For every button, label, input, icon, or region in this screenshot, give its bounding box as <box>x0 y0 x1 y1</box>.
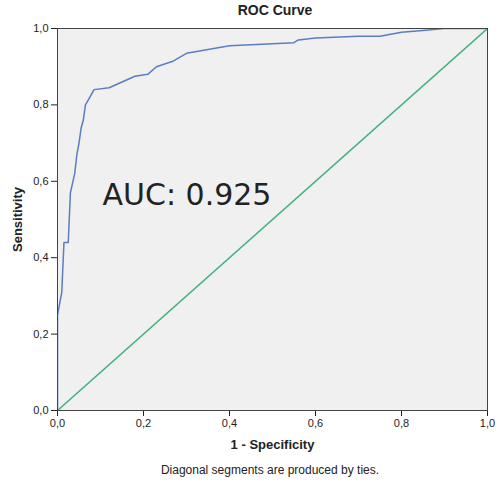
svg-text:0,2: 0,2 <box>136 417 151 429</box>
svg-text:1 - Specificity: 1 - Specificity <box>231 437 316 452</box>
svg-text:0,0: 0,0 <box>33 404 48 416</box>
svg-text:1,0: 1,0 <box>33 22 48 34</box>
svg-text:0,4: 0,4 <box>222 417 237 429</box>
svg-text:0,8: 0,8 <box>33 98 48 110</box>
svg-text:0,2: 0,2 <box>33 328 48 340</box>
svg-text:Sensitivity: Sensitivity <box>10 186 25 252</box>
svg-text:0,4: 0,4 <box>33 251 48 263</box>
svg-text:1,0: 1,0 <box>480 417 495 429</box>
svg-text:0,8: 0,8 <box>394 417 409 429</box>
svg-text:0,6: 0,6 <box>308 417 323 429</box>
html-text:ROC Curve: ROC Curve <box>237 2 313 18</box>
svg-text:0,0: 0,0 <box>50 417 65 429</box>
svg-text:0,6: 0,6 <box>33 175 48 187</box>
svg-text:AUC: 0.925: AUC: 0.925 <box>103 177 272 212</box>
html-text:Diagonal segments are produced: Diagonal segments are produced by ties. <box>160 463 380 477</box>
